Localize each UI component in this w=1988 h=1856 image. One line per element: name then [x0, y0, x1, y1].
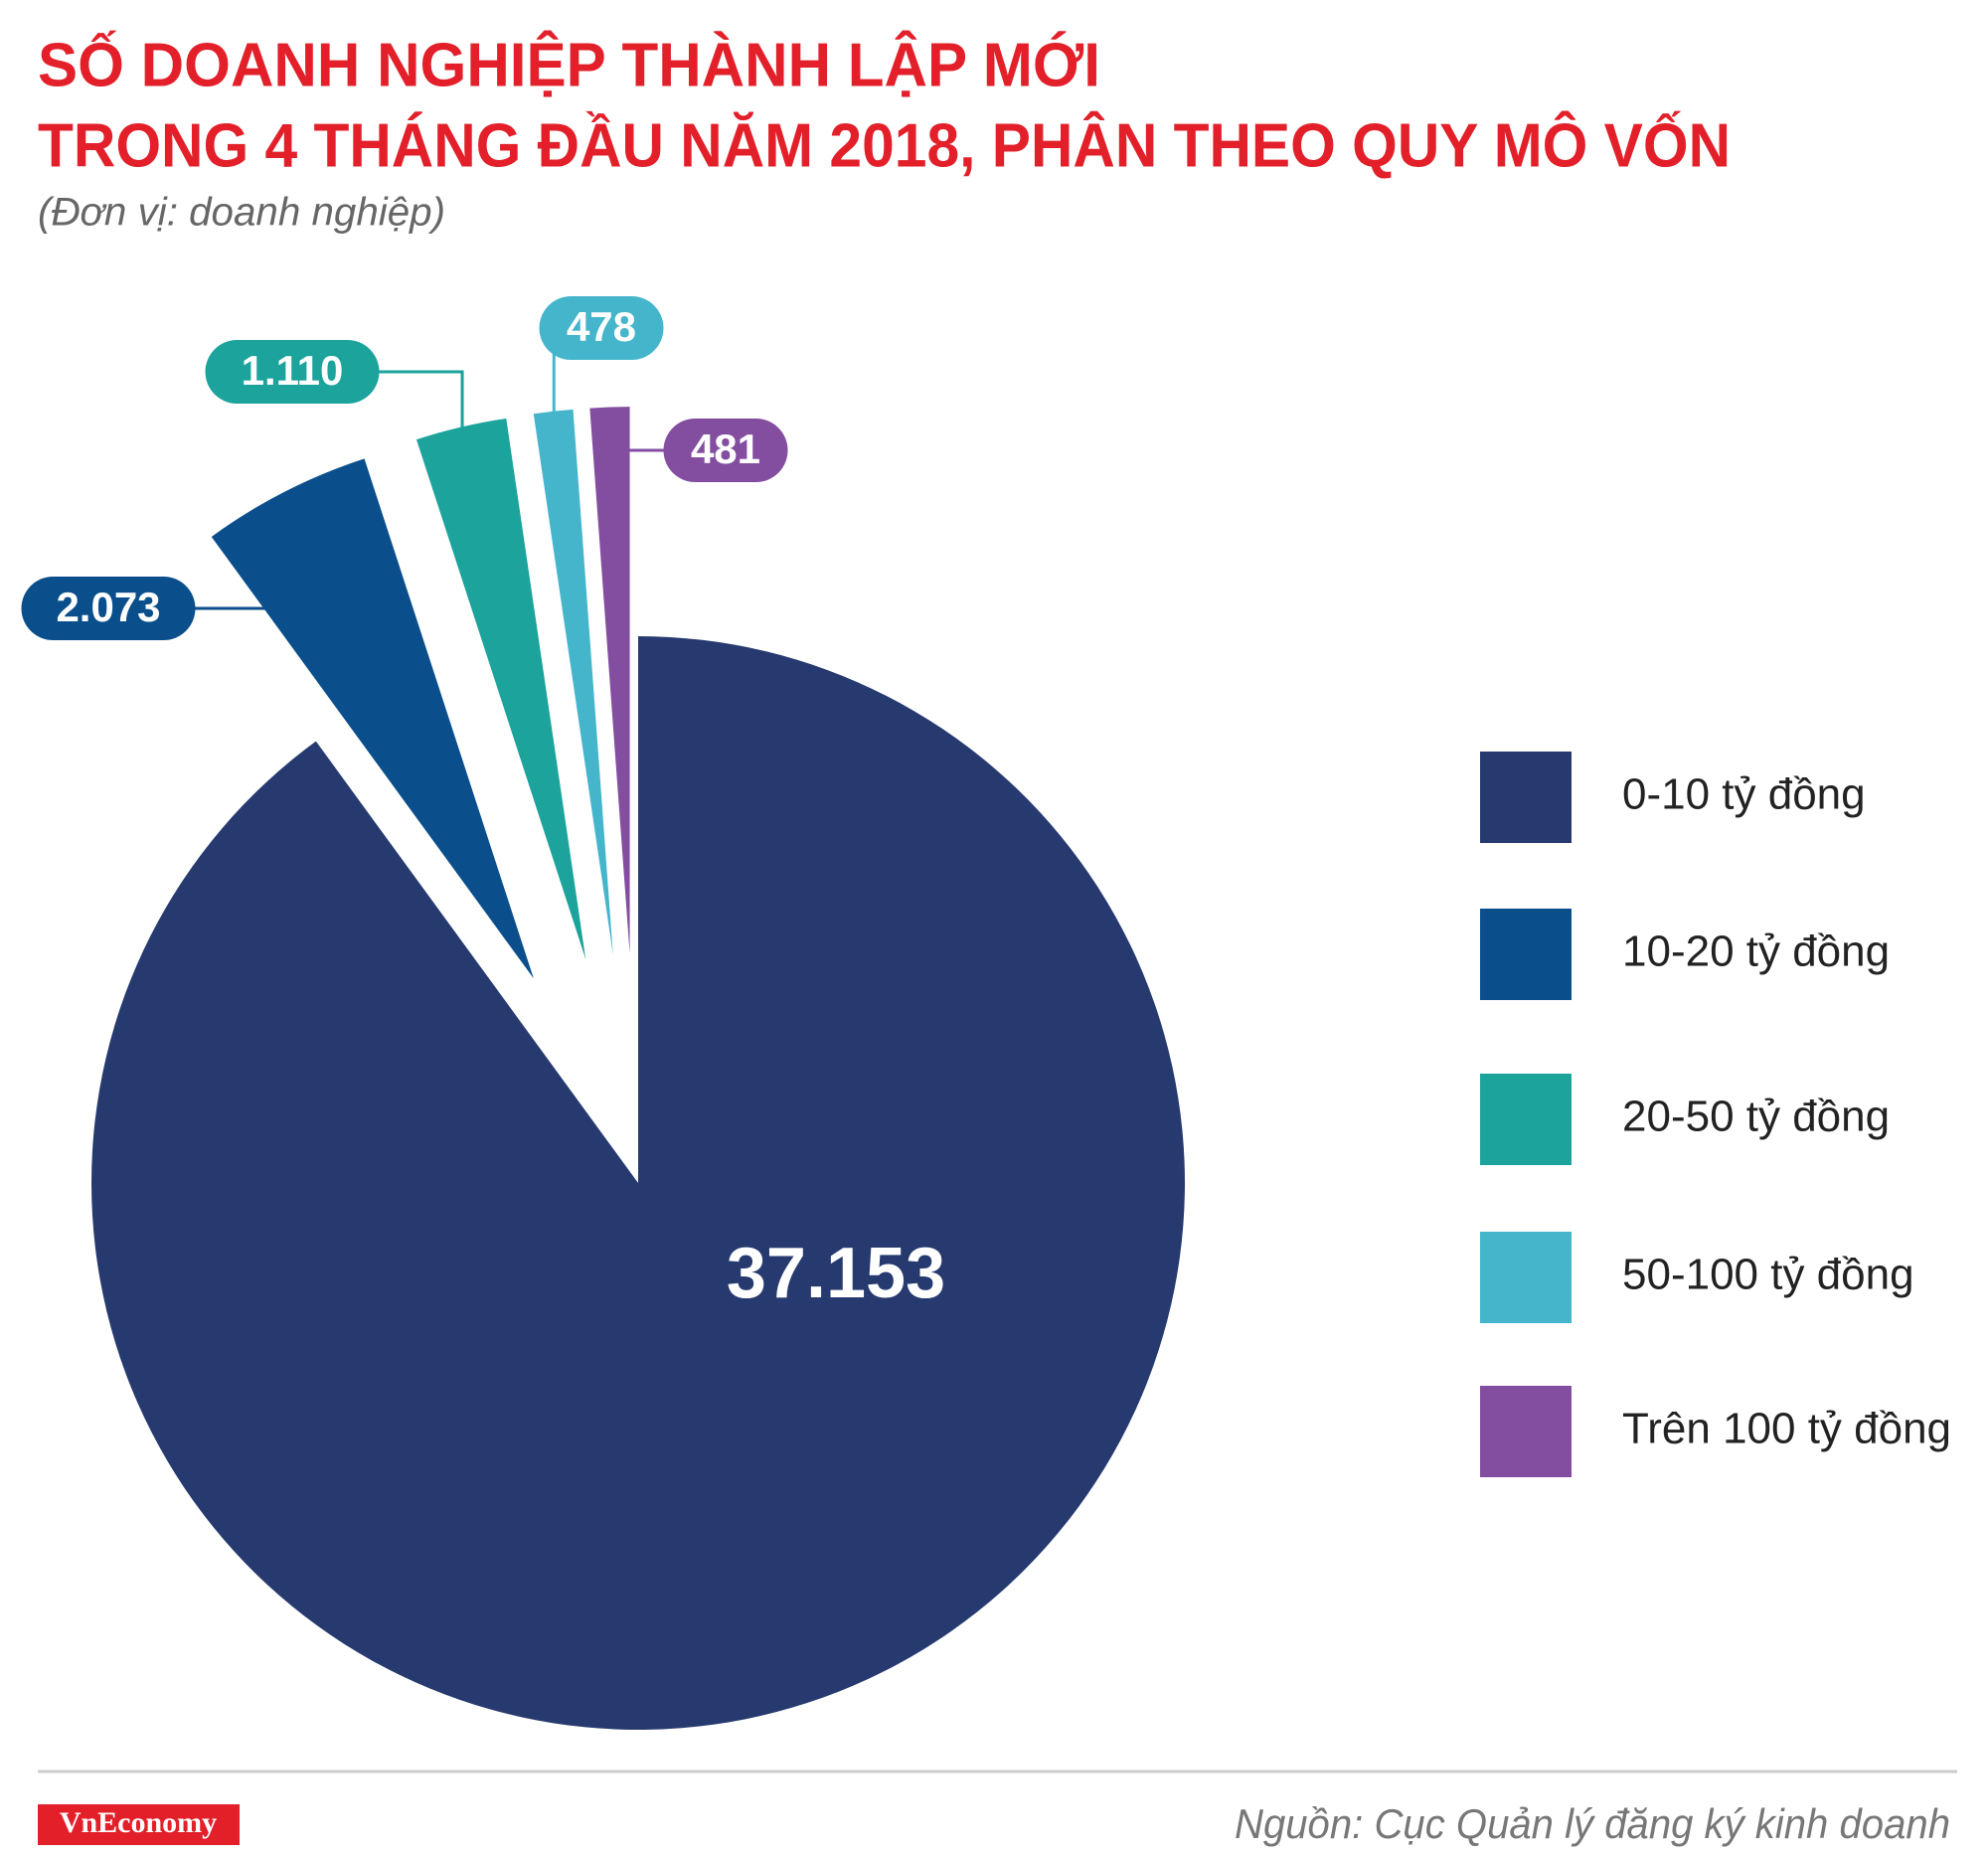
legend-label: Trên 100 tỷ đồng	[1622, 1405, 1951, 1453]
legend-label: 10-20 tỷ đồng	[1622, 928, 1890, 976]
chart-subtitle: (Đơn vị: doanh nghiệp)	[38, 191, 445, 235]
legend-swatch	[1480, 909, 1572, 1000]
label-pill	[663, 419, 788, 482]
chart-title: SỐ DOANH NGHIỆP THÀNH LẬP MỚI	[38, 31, 1100, 99]
pie-slice	[533, 409, 613, 955]
pie-slice	[211, 458, 534, 979]
data-label: 478	[567, 303, 636, 350]
label-pill	[539, 296, 664, 360]
logo: VnEconomy	[60, 1806, 217, 1839]
legend-label: 0-10 tỷ đồng	[1622, 770, 1866, 819]
chart-title: TRONG 4 THÁNG ĐẦU NĂM 2018, PHÂN THEO QU…	[38, 111, 1731, 180]
legend-label: 20-50 tỷ đồng	[1622, 1093, 1890, 1141]
pie-slice	[91, 636, 1186, 1730]
legend-swatch	[1480, 1232, 1572, 1323]
source: Nguồn: Cục Quản lý đăng ký kinh doanh	[1235, 1800, 1950, 1847]
data-label: 2.073	[56, 584, 160, 630]
data-label: 1.110	[242, 347, 344, 394]
legend-swatch	[1480, 1386, 1572, 1477]
data-label: 481	[691, 425, 760, 472]
legend-swatch	[1480, 1074, 1572, 1165]
pie-slice	[415, 418, 586, 960]
label-pill	[205, 340, 380, 404]
data-label: 37.153	[727, 1234, 945, 1313]
legend-label: 50-100 tỷ đồng	[1622, 1251, 1914, 1299]
pie-slice	[589, 407, 630, 954]
legend-swatch	[1480, 752, 1572, 843]
logo-box	[38, 1804, 240, 1845]
label-pill	[21, 577, 196, 640]
